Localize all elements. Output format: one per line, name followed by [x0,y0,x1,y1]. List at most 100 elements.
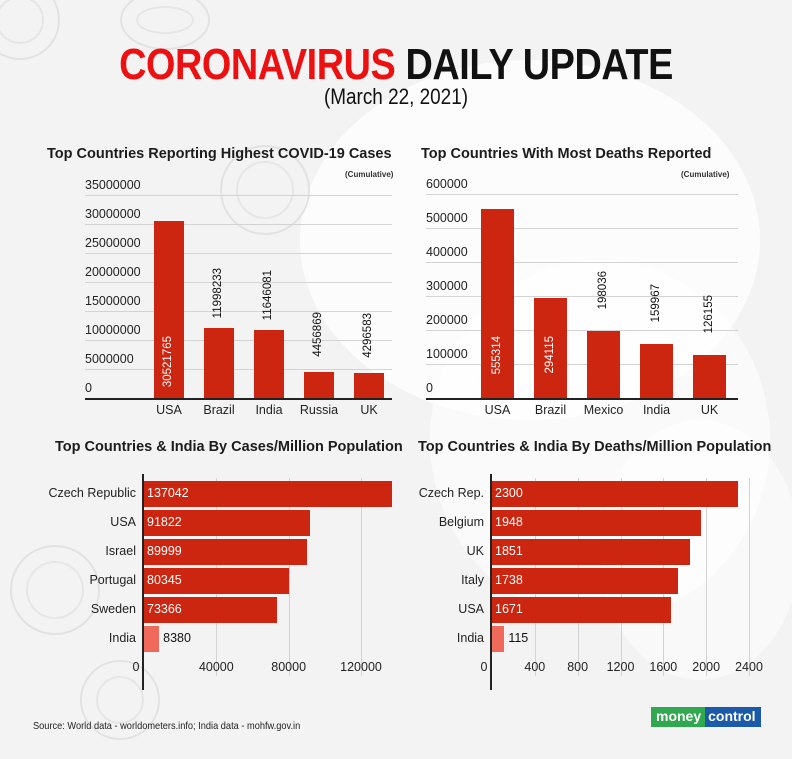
bar-india [492,626,505,652]
bar [304,372,334,398]
bar [534,298,567,398]
chart-title: Top Countries & India By Deaths/Million … [418,439,772,455]
x-axis-line [426,398,738,400]
x-category-label: Brazil [203,403,235,417]
y-tick-label: 35000000 [85,178,141,192]
gridline [85,311,392,312]
page-date: (March 22, 2021) [323,84,469,109]
x-tick-label: 1200 [606,660,635,674]
virus-decoration-icon [220,145,310,235]
bar [144,539,307,565]
x-category-label: UK [360,403,378,417]
bar-value-label: 1738 [495,573,523,587]
y-tick-label: 200000 [426,313,468,327]
y-category-label: Belgium [438,515,484,529]
x-tick-label: 0 [480,660,488,674]
bar [481,209,514,398]
virus-decoration-icon [10,545,100,635]
x-category-label: Russia [299,403,339,417]
moneycontrol-logo: money control [651,707,761,727]
y-category-label: Czech Rep. [418,486,484,500]
x-tick-label: 0 [132,660,140,674]
y-category-label: India [108,631,136,645]
bar [144,597,277,623]
x-category-label: USA [484,403,511,417]
y-category-label: USA [458,602,484,616]
x-tick-label: 40000 [198,660,234,674]
x-category-label: India [642,403,671,417]
x-category-label: Mexico [583,403,624,417]
x-category-label: USA [156,403,182,417]
gridline [85,369,392,370]
chart-subtitle: (Cumulative) [345,170,394,179]
virus-decoration-icon [120,0,210,50]
gridline [85,282,392,283]
bar-value-label: 555314 [490,336,503,375]
gridline [85,224,392,225]
x-tick-label: 400 [524,660,546,674]
bar-value-label: 89999 [147,544,182,558]
y-tick-label: 600000 [426,177,468,191]
chart-title: Top Countries Reporting Highest COVID-19… [47,146,392,162]
bar [144,481,392,507]
bar-value-label: 1851 [495,544,523,558]
bar-value-label: 159967 [649,283,662,322]
bar [254,330,284,398]
logo-money: money [651,707,706,727]
bar [587,330,620,398]
y-category-label: India [456,631,484,645]
y-category-label: UK [466,544,484,558]
y-tick-label: 25000000 [85,236,141,250]
x-tick-label: 2000 [692,660,721,674]
logo-control: control [705,707,761,727]
y-tick-label: 15000000 [85,294,141,308]
bar-value-label: 198036 [596,270,609,310]
gridline [426,194,738,195]
x-category-label: UK [700,403,719,417]
bar-value-label: 11646081 [262,270,274,321]
y-tick-label: 5000000 [85,352,134,366]
bar [640,343,673,398]
bar-value-label: 126155 [702,295,715,334]
gridline [426,228,738,229]
y-axis-line [490,474,492,690]
y-axis-line [142,474,144,690]
bar-india [144,626,160,652]
gridline [749,478,750,676]
chart-title: Top Countries & India By Cases/Million P… [55,439,403,455]
bar-value-label: 73366 [147,602,182,616]
bar-value-label: 2300 [495,486,523,500]
y-category-label: Israel [105,544,136,558]
source-note: Source: World data - worldometers.info; … [33,720,301,732]
y-category-label: Czech Republic [48,486,136,500]
bar [144,568,290,594]
gridline [426,296,738,297]
gridline [426,364,738,365]
bar [492,481,739,507]
bar [492,539,691,565]
y-category-label: Portugal [89,573,136,587]
gridline [85,195,392,196]
x-category-label: India [255,403,283,417]
x-tick-label: 800 [567,660,589,674]
gridline [361,478,362,676]
x-tick-label: 80000 [271,660,307,674]
bar [204,328,234,398]
y-category-label: USA [110,515,136,529]
y-tick-label: 20000000 [85,265,141,279]
x-tick-label: 1600 [649,660,678,674]
bar-value-label: 1671 [495,602,523,616]
y-tick-label: 0 [85,381,92,395]
bar [354,373,384,398]
chart-subtitle: (Cumulative) [681,170,730,179]
bar [492,597,671,623]
bar [492,568,679,594]
chart-title: Top Countries With Most Deaths Reported [421,146,712,162]
gridline [706,478,708,676]
title-daily-update: DAILY UPDATE [405,40,673,89]
bar-value-label: 4296583 [362,313,374,358]
gridline [426,262,738,263]
bar-value-label: 137042 [147,486,189,500]
title-coronavirus: CORONAVIRUS [119,40,396,89]
gridline [85,253,392,254]
